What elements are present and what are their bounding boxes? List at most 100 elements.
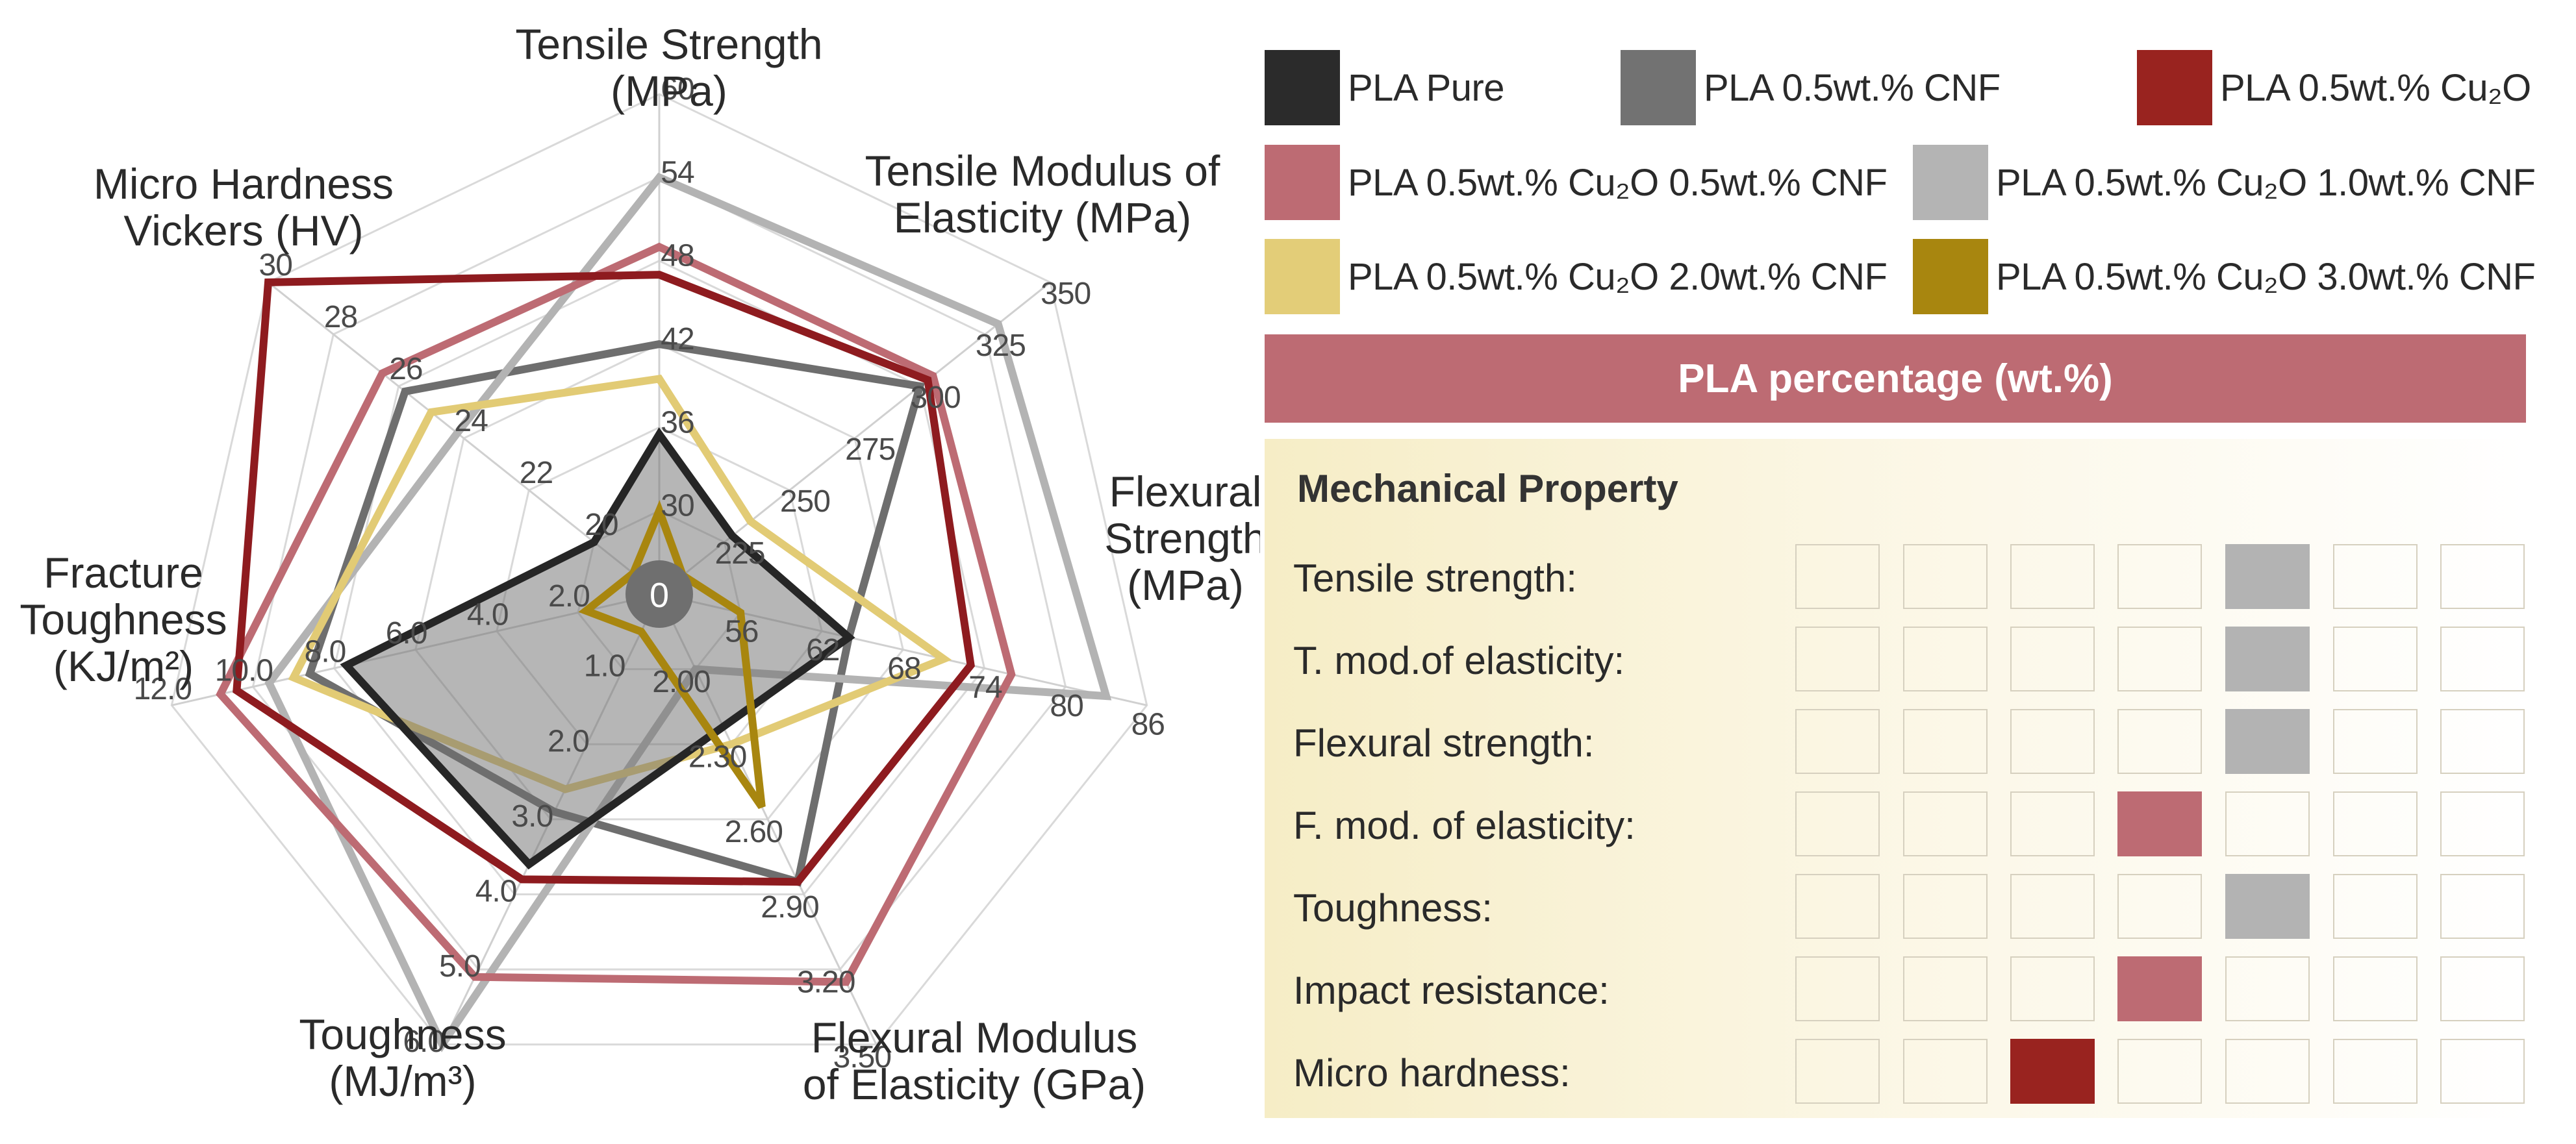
tick-label: 48	[661, 239, 694, 273]
grid-ring	[170, 93, 1148, 1046]
pla-percentage-banner: PLA percentage (wt.%)	[1265, 334, 2526, 423]
legend-swatch	[1913, 145, 1988, 220]
grid-ring	[251, 176, 1067, 971]
tick-label: 26	[389, 352, 422, 386]
property-cell	[1903, 1039, 1988, 1104]
property-cell	[2117, 544, 2202, 609]
tick-label: 1.0	[584, 649, 625, 684]
legend-swatch	[2137, 50, 2212, 125]
property-label: Toughness:	[1293, 886, 1493, 930]
legend-item: PLA 0.5wt.% CNF	[1621, 49, 2001, 127]
axis-label: Tensile Modulus of	[865, 147, 1220, 195]
axis-label: Flexural	[1109, 467, 1260, 516]
property-cell	[2117, 627, 2202, 691]
tick-label: 8.0	[305, 635, 346, 669]
tick-label: 10.0	[215, 653, 273, 688]
axis-label: Micro Hardness	[94, 160, 394, 208]
tick-label: 86	[1131, 707, 1165, 741]
property-label: Tensile strength:	[1293, 556, 1577, 600]
property-cell	[2333, 791, 2418, 856]
property-cell	[1795, 874, 1880, 939]
property-row: F. mod. of elasticity:	[1265, 791, 2526, 858]
property-cell	[2225, 709, 2310, 774]
tick-label: 30	[661, 489, 694, 523]
axis-label: Vickers (HV)	[123, 206, 363, 255]
property-row: T. mod.of elasticity:	[1265, 627, 2526, 693]
tick-label: 325	[976, 329, 1026, 363]
tick-label: 275	[845, 432, 895, 467]
tick-label: 28	[324, 300, 357, 334]
tick-label: 4.0	[475, 875, 517, 909]
legend-swatch	[1265, 239, 1340, 314]
tick-label: 2.0	[548, 724, 589, 758]
property-cell	[2440, 627, 2525, 691]
property-cell	[1795, 709, 1880, 774]
property-row: Flexural strength:	[1265, 709, 2526, 775]
property-cell	[1903, 709, 1988, 774]
property-label: Flexural strength:	[1293, 721, 1595, 765]
property-cell	[2010, 627, 2095, 691]
series-pla-0-5wt-cu-o-1-0wt-cnf	[264, 172, 1112, 1052]
property-cell	[1903, 874, 1988, 939]
property-cell	[2440, 709, 2525, 774]
property-cell	[2333, 627, 2418, 691]
tick-label: 62	[806, 633, 839, 667]
tick-label: 2.60	[725, 815, 783, 849]
legend-item: PLA Pure	[1265, 49, 1505, 127]
tick-label: 300	[911, 380, 961, 415]
property-cell	[2225, 956, 2310, 1021]
property-cell	[2225, 1039, 2310, 1104]
tick-label: 2.90	[761, 890, 818, 925]
legend-swatch	[1621, 50, 1696, 125]
property-cell	[2333, 956, 2418, 1021]
property-cell	[2117, 1039, 2202, 1104]
tick-label: 80	[1050, 689, 1083, 723]
radar-ticks: 0 30 36 42 48 54 60 225 250 275 300 325 350 56 62 68 74 8…	[134, 72, 1165, 1075]
legend-swatch	[1265, 50, 1340, 125]
tick-label: 12.0	[134, 672, 192, 706]
property-cell	[2440, 874, 2525, 939]
property-cell	[1903, 791, 1988, 856]
legend-label: PLA 0.5wt.% CNF	[1704, 66, 2001, 109]
axis-label: Toughness	[19, 595, 227, 643]
grid-ring	[414, 343, 904, 821]
property-cell	[2440, 956, 2525, 1021]
radar-axis-labels: Tensile Strength(MPa)Tensile Modulus ofE…	[19, 20, 1260, 1108]
radar-chart: 0 30 36 42 48 54 60 225 250 275 300 325 350 56 62 68 74 8…	[19, 20, 1260, 1108]
tick-label: 225	[714, 536, 764, 571]
tick-label: 5.0	[439, 949, 481, 984]
series-pla-0-5wt-cnf	[305, 340, 925, 887]
radar-series	[216, 172, 1112, 1052]
legend-item: PLA 0.5wt.% Cu₂O 2.0wt.% CNF	[1265, 238, 1888, 316]
property-cell	[1903, 956, 1988, 1021]
property-cell	[2333, 544, 2418, 609]
legend-item: PLA 0.5wt.% Cu₂O 0.5wt.% CNF	[1265, 143, 1888, 221]
legend-item: PLA 0.5wt.% Cu₂O 3.0wt.% CNF	[1913, 238, 2536, 316]
tick-label: 3.20	[797, 965, 855, 1000]
property-cell	[2010, 1039, 2095, 1104]
tick-label: 3.50	[833, 1040, 891, 1075]
legend-item: PLA 0.5wt.% Cu₂O	[2137, 49, 2531, 127]
axis-label: (KJ/m²)	[53, 642, 194, 690]
property-cell	[2333, 709, 2418, 774]
tick-label: 36	[661, 405, 694, 440]
series-pla-0-5wt-cu-o-0-5wt-cnf	[216, 242, 1016, 986]
tick-label: 2.0	[548, 579, 590, 614]
series-pla-0-5wt-cu-o-3-0wt-cnf	[578, 500, 766, 810]
property-cell	[1903, 544, 1988, 609]
property-cell	[2333, 874, 2418, 939]
property-cell	[2010, 544, 2095, 609]
property-cell	[2010, 791, 2095, 856]
tick-label: 54	[661, 155, 694, 190]
legend-label: PLA 0.5wt.% Cu₂O 1.0wt.% CNF	[1996, 161, 2536, 204]
property-label: T. mod.of elasticity:	[1293, 639, 1625, 682]
legend-label: PLA 0.5wt.% Cu₂O 3.0wt.% CNF	[1996, 255, 2536, 298]
tick-label: 350	[1041, 277, 1091, 311]
axis-label: Toughness	[299, 1010, 506, 1058]
tick-label: 20	[585, 508, 618, 542]
series-pla-0-5wt-cu-o	[233, 271, 975, 886]
tick-label: 30	[259, 248, 292, 282]
property-label: F. mod. of elasticity:	[1293, 804, 1635, 847]
tick-label: 56	[725, 615, 758, 649]
axis-label: (MPa)	[1127, 561, 1244, 609]
